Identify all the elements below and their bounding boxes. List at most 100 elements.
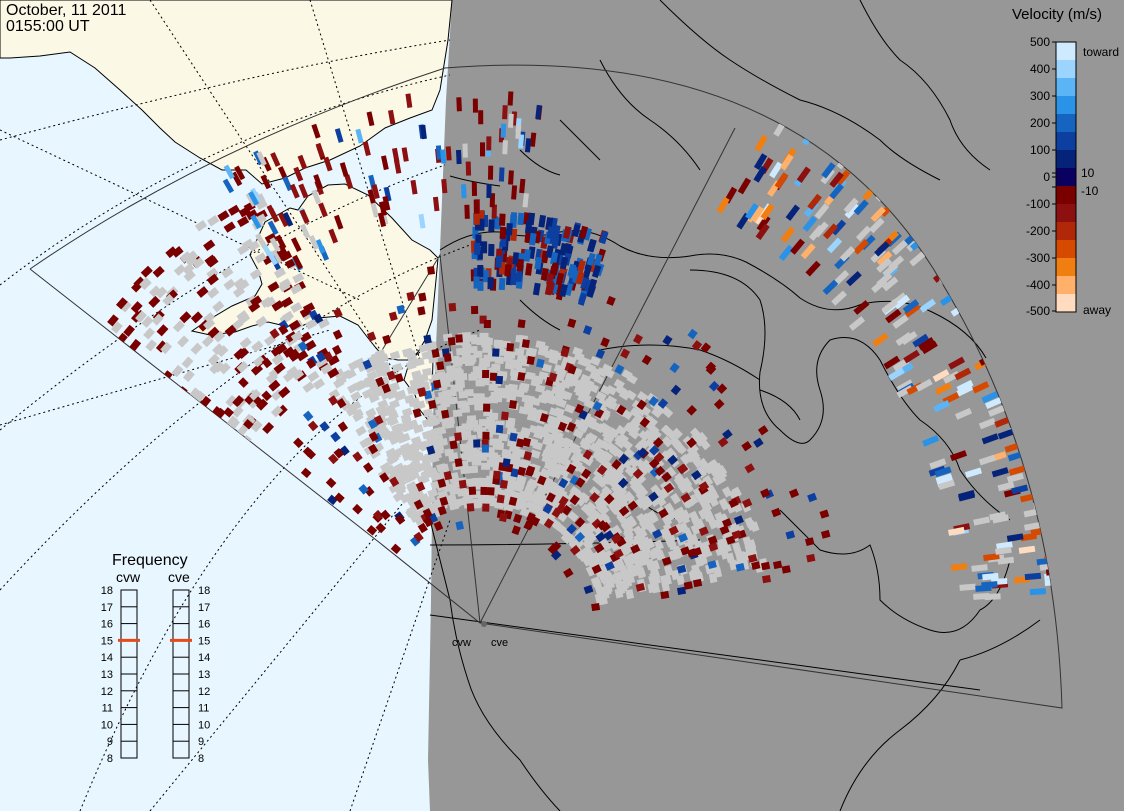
scatter-cell [233, 348, 246, 361]
scatter-cell [182, 263, 195, 275]
scatter-cell [741, 441, 752, 452]
scatter-cell [543, 518, 555, 529]
scatter-cell [719, 499, 730, 511]
velocity-color-step [1056, 186, 1076, 205]
scatter-cell [509, 432, 518, 442]
scatter-cell [660, 590, 670, 600]
frequency-radar-label-cvw: cvw [116, 569, 141, 585]
scatter-cell [460, 405, 471, 414]
scatter-cell [573, 351, 585, 362]
scatter-cell [651, 583, 661, 594]
scatter-cell [260, 296, 273, 308]
scatter-cell [488, 395, 499, 404]
scatter-cell [431, 348, 440, 358]
scatter-cell [612, 488, 625, 501]
scatter-cell [637, 526, 648, 539]
scatter-cell [618, 498, 630, 511]
velocity-tick-label: 500 [1030, 35, 1050, 49]
scatter-cell [252, 355, 265, 368]
scatter-cell [333, 377, 345, 389]
scatter-cell [386, 389, 398, 400]
scatter-cell [694, 518, 705, 530]
scatter-cell [365, 407, 377, 419]
scatter-cell [646, 416, 658, 428]
scatter-cell [655, 495, 667, 507]
scatter-cell [396, 304, 406, 315]
scatter-cell [679, 453, 692, 466]
scatter-cell [646, 510, 658, 522]
scatter-cell [700, 493, 712, 505]
velocity-scatter-layer [69, 91, 1062, 612]
scatter-cell [658, 488, 669, 500]
scatter-cell [616, 485, 628, 497]
velocity-tick-label: 10 [1081, 166, 1095, 180]
scatter-cell [663, 574, 672, 586]
velocity-tick-label: 200 [1030, 116, 1050, 130]
velocity-away-label: away [1083, 303, 1111, 317]
scatter-cell [499, 479, 508, 489]
scatter-cell [597, 551, 609, 564]
scatter-cell [203, 239, 216, 252]
velocity-color-step [1056, 96, 1076, 115]
velocity-toward-label: toward [1083, 45, 1119, 59]
scatter-cell [460, 452, 470, 461]
scatter-cell [171, 246, 184, 258]
scatter-cell [291, 368, 305, 381]
scatter-cell [179, 311, 192, 324]
scatter-cell [484, 495, 494, 503]
scatter-cell [139, 277, 152, 290]
scatter-cell [604, 429, 616, 441]
scatter-cell [401, 347, 413, 357]
scatter-cell [500, 123, 507, 138]
scatter-cell [547, 488, 560, 500]
scatter-cell [594, 584, 604, 596]
scatter-cell [423, 334, 432, 344]
scatter-cell [448, 302, 457, 312]
frequency-scale-label: 9 [107, 736, 113, 748]
scatter-cell [374, 349, 386, 359]
scatter-cell [659, 527, 670, 539]
scatter-cell [399, 432, 411, 443]
scatter-cell [580, 503, 592, 515]
scatter-cell [638, 499, 650, 511]
scatter-cell [470, 449, 480, 457]
scatter-cell [129, 338, 142, 352]
scatter-cell [223, 407, 234, 418]
frequency-scale-label: 16 [198, 619, 210, 631]
scatter-cell [171, 364, 184, 378]
scatter-cell [281, 296, 294, 308]
velocity-color-step [1056, 258, 1076, 277]
scatter-cell [639, 514, 650, 526]
scatter-cell [761, 575, 772, 584]
scatter-cell [179, 251, 192, 263]
scatter-cell [564, 531, 576, 544]
scatter-cell [505, 390, 516, 399]
scatter-cell [231, 405, 244, 418]
scatter-cell [663, 564, 674, 576]
scatter-cell [557, 421, 568, 432]
scatter-cell [464, 389, 474, 397]
scatter-cell [448, 501, 460, 511]
scatter-cell [630, 474, 643, 486]
scatter-cell [592, 467, 605, 479]
velocity-tick-label: 100 [1030, 143, 1050, 157]
scatter-cell [503, 354, 514, 363]
scatter-cell [663, 502, 675, 514]
frequency-scale-label: 8 [107, 753, 113, 765]
scatter-cell [203, 318, 216, 331]
scatter-cell [505, 417, 516, 426]
scatter-cell [472, 457, 482, 466]
scatter-cell [182, 369, 195, 383]
scatter-cell [441, 389, 452, 398]
scatter-cell [444, 420, 455, 429]
scatter-cell [590, 551, 602, 563]
scatter-cell [305, 318, 318, 330]
scatter-cell [670, 492, 681, 505]
scatter-cell [683, 482, 695, 494]
velocity-color-step [1056, 168, 1076, 187]
scatter-cell [502, 458, 511, 468]
scatter-cell [417, 474, 429, 485]
scatter-cell [757, 425, 769, 436]
scatter-cell [654, 549, 665, 561]
frequency-scale-label: 14 [101, 652, 113, 664]
